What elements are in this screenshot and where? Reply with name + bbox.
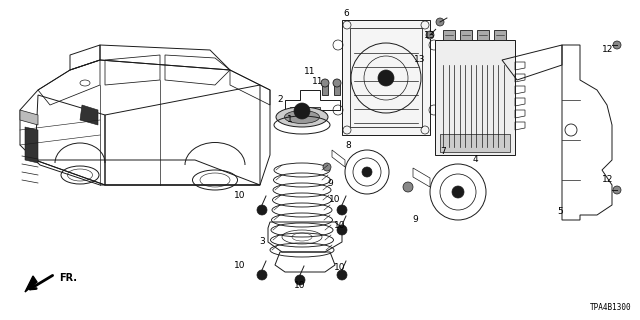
Text: 13: 13 [414, 55, 426, 65]
FancyBboxPatch shape [440, 134, 510, 152]
Text: 8: 8 [345, 140, 351, 149]
FancyBboxPatch shape [494, 30, 506, 40]
Text: 3: 3 [259, 237, 265, 246]
Circle shape [323, 163, 331, 171]
Circle shape [613, 186, 621, 194]
FancyBboxPatch shape [342, 20, 430, 135]
Text: FR.: FR. [59, 273, 77, 283]
Polygon shape [20, 110, 38, 125]
Circle shape [257, 205, 267, 215]
Circle shape [295, 275, 305, 285]
Text: 11: 11 [312, 77, 324, 86]
Text: 11: 11 [304, 68, 316, 76]
FancyBboxPatch shape [443, 30, 455, 40]
Text: 12: 12 [602, 45, 614, 54]
Circle shape [613, 41, 621, 49]
FancyBboxPatch shape [290, 107, 300, 115]
Polygon shape [25, 127, 38, 163]
Polygon shape [25, 276, 37, 292]
FancyBboxPatch shape [460, 30, 472, 40]
Text: 13: 13 [424, 30, 436, 39]
Text: 7: 7 [440, 148, 446, 156]
Text: 10: 10 [329, 196, 340, 204]
Circle shape [452, 186, 464, 198]
Ellipse shape [285, 110, 319, 124]
FancyBboxPatch shape [477, 30, 489, 40]
Text: TPA4B1300: TPA4B1300 [590, 303, 632, 312]
Text: 9: 9 [327, 180, 333, 188]
Text: 10: 10 [334, 263, 346, 273]
Text: 1: 1 [287, 116, 293, 124]
FancyBboxPatch shape [435, 40, 515, 155]
Circle shape [362, 167, 372, 177]
Circle shape [403, 182, 413, 192]
Text: 6: 6 [343, 9, 349, 18]
FancyBboxPatch shape [310, 107, 320, 115]
Text: 10: 10 [234, 260, 246, 269]
Text: 12: 12 [602, 175, 614, 185]
Circle shape [378, 70, 394, 86]
Circle shape [426, 31, 434, 39]
FancyBboxPatch shape [322, 85, 328, 95]
Circle shape [257, 270, 267, 280]
Text: 9: 9 [412, 215, 418, 225]
Text: 5: 5 [557, 207, 563, 217]
Circle shape [337, 225, 347, 235]
Text: 4: 4 [472, 156, 478, 164]
Circle shape [436, 18, 444, 26]
Text: 10: 10 [294, 281, 306, 290]
Circle shape [294, 103, 310, 119]
Circle shape [337, 270, 347, 280]
Polygon shape [80, 105, 98, 125]
FancyBboxPatch shape [334, 85, 340, 95]
Text: 10: 10 [234, 190, 246, 199]
Text: 10: 10 [334, 220, 346, 229]
Circle shape [321, 79, 329, 87]
Ellipse shape [276, 107, 328, 127]
Circle shape [333, 79, 341, 87]
Text: 2: 2 [277, 95, 283, 105]
Circle shape [337, 205, 347, 215]
